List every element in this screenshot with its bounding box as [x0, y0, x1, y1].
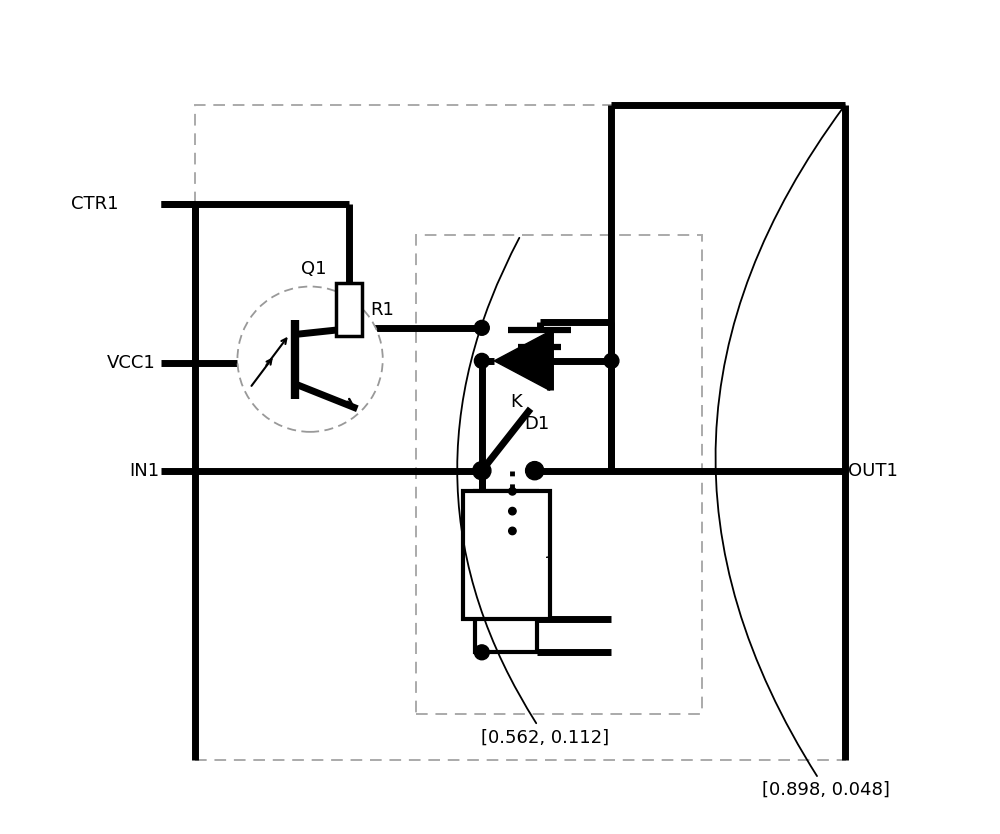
Text: K: K: [511, 393, 522, 411]
Circle shape: [474, 320, 489, 335]
Circle shape: [237, 287, 383, 432]
Circle shape: [526, 461, 544, 480]
Circle shape: [509, 488, 516, 495]
Bar: [475, 491, 537, 652]
Polygon shape: [494, 331, 550, 390]
Bar: [336, 283, 362, 336]
Text: IN1: IN1: [129, 462, 159, 480]
Text: [0.898, 0.048]: [0.898, 0.048]: [716, 107, 890, 799]
Circle shape: [509, 507, 516, 515]
Text: D1: D1: [525, 414, 550, 433]
Text: J: J: [547, 540, 552, 558]
Bar: [195, 105, 845, 760]
Text: R1: R1: [370, 301, 394, 319]
Bar: [416, 235, 702, 714]
Text: Q1: Q1: [301, 260, 327, 279]
Text: [0.562, 0.112]: [0.562, 0.112]: [457, 238, 609, 746]
Circle shape: [509, 527, 516, 535]
Circle shape: [604, 354, 619, 369]
Circle shape: [474, 354, 489, 369]
Text: CTR1: CTR1: [71, 195, 119, 213]
Text: VCC1: VCC1: [107, 354, 156, 372]
Text: OUT1: OUT1: [848, 462, 898, 480]
Bar: [463, 491, 550, 620]
Circle shape: [474, 645, 489, 660]
Circle shape: [473, 461, 491, 480]
